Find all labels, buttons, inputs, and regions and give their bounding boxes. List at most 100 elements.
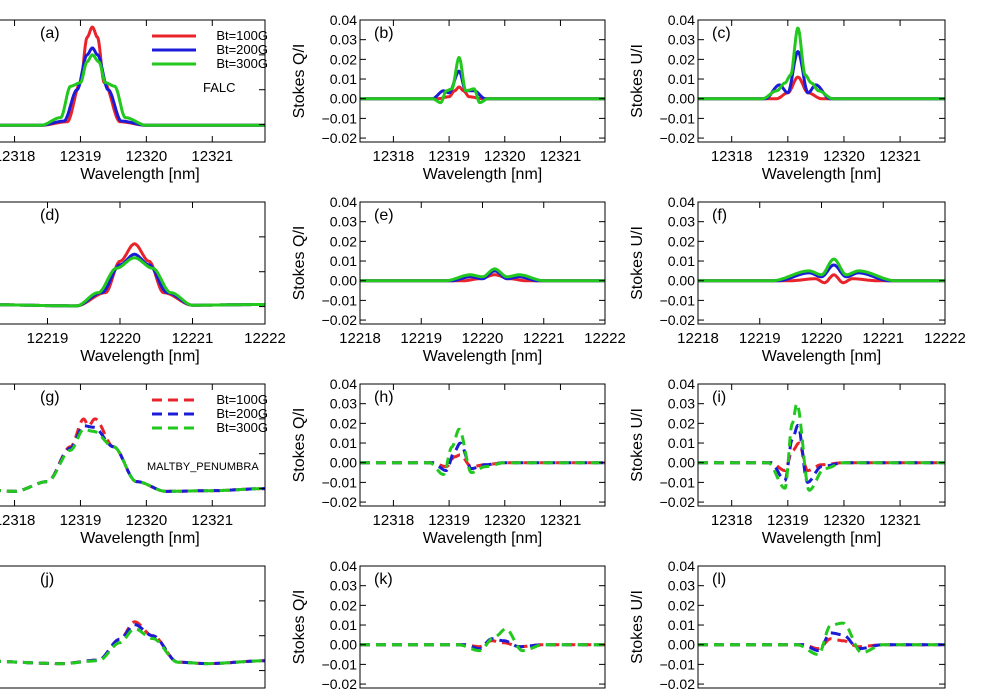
- panel-label: (i): [712, 389, 726, 406]
- x-tick-label: 12319: [767, 148, 809, 165]
- y-tick-label: 0.02: [330, 51, 357, 67]
- series-line-bt-300g: [360, 267, 605, 283]
- x-tick-label: 12221: [862, 330, 904, 347]
- panel-j: .00.05.10(j): [0, 565, 266, 689]
- panel-i: −0.02 −0.01 0.00 0.01 0.02 0.03 0.04 12318 12319…: [629, 376, 946, 547]
- panel-label: (a): [40, 25, 60, 42]
- y-tick-label: 0.03: [330, 578, 357, 594]
- x-tick-label: 12218: [339, 330, 381, 347]
- x-tick-label: 12219: [400, 330, 442, 347]
- series-line-bt-200g: [0, 623, 265, 666]
- x-tick-label: 12222: [584, 330, 626, 347]
- plot-frame: [359, 19, 606, 143]
- legend-label: Bt=200G: [216, 406, 268, 421]
- x-tick-label: 12320: [126, 148, 168, 165]
- y-tick-label: 0.00: [668, 637, 695, 653]
- y-tick-label: −0.02: [660, 676, 696, 691]
- plot-frame: [0, 383, 266, 507]
- panel-f: −0.02 −0.01 0.00 0.01 0.02 0.03 0.04 12218 12219…: [629, 194, 966, 365]
- legend-label: Bt=300G: [216, 420, 268, 435]
- y-tick-label: −0.01: [660, 656, 696, 672]
- x-axis-label: Wavelength [nm]: [423, 348, 542, 365]
- y-tick-label: 0.04: [668, 194, 695, 210]
- y-tick-label: 0.01: [668, 435, 695, 451]
- x-axis-label: Wavelength [nm]: [423, 530, 542, 547]
- panel-a: .00.05.1012318123191232012321(a)Waveleng…: [0, 19, 268, 183]
- y-tick-label: 0.03: [668, 32, 695, 48]
- plot-frame: [0, 565, 266, 689]
- x-tick-label: 12321: [879, 512, 921, 529]
- x-tick-label: 12318: [711, 148, 753, 165]
- x-tick-label: 12320: [823, 148, 865, 165]
- x-tick-label: 12320: [126, 512, 168, 529]
- x-tick-label: 12321: [879, 148, 921, 165]
- x-tick-label: 12321: [191, 148, 233, 165]
- y-tick-label: 0.00: [330, 637, 357, 653]
- y-tick-label: 0.04: [330, 376, 357, 392]
- x-tick-label: 12221: [523, 330, 565, 347]
- series-line-bt-100g: [0, 620, 265, 666]
- x-tick-label: 12321: [191, 512, 233, 529]
- y-tick-label: −0.02: [660, 130, 696, 146]
- x-tick-label: 12220: [801, 330, 843, 347]
- y-tick-label: 0.02: [330, 597, 357, 613]
- panel-h: −0.02 −0.01 0.00 0.01 0.02 0.03 0.04 12318 12319…: [291, 376, 606, 547]
- series-line-bt-300g: [698, 26, 945, 101]
- y-tick-label: 0.03: [668, 396, 695, 412]
- panels: .00.05.1012318123191232012321(a)Waveleng…: [0, 12, 966, 691]
- x-axis-label: Wavelength [nm]: [423, 166, 542, 183]
- x-axis-label: Wavelength [nm]: [80, 166, 199, 183]
- panel-label: (f): [712, 207, 727, 224]
- x-tick-label: 12219: [27, 330, 69, 347]
- y-tick-label: −0.01: [660, 474, 696, 490]
- y-tick-label: 0.04: [330, 558, 357, 574]
- x-tick-label: 12319: [60, 148, 102, 165]
- y-tick-label: −0.01: [322, 656, 358, 672]
- x-tick-label: 12318: [373, 148, 415, 165]
- plot-frame: [359, 383, 606, 507]
- panel-label: (l): [712, 571, 726, 588]
- y-tick-label: −0.01: [660, 110, 696, 126]
- legend-label: Bt=300G: [216, 56, 268, 71]
- y-tick-label: 0.02: [668, 415, 695, 431]
- panel-label: (d): [40, 207, 60, 224]
- y-axis-label: Stokes U/I: [629, 590, 646, 664]
- legend-label: Bt=200G: [216, 42, 268, 57]
- x-tick-label: 12218: [677, 330, 719, 347]
- x-tick-label: 12220: [462, 330, 504, 347]
- plot-frame: [697, 201, 946, 325]
- y-tick-label: 0.03: [330, 396, 357, 412]
- x-axis-label: Wavelength [nm]: [762, 530, 881, 547]
- y-tick-label: 0.02: [668, 233, 695, 249]
- plot-frame: [359, 565, 606, 689]
- x-tick-label: 12219: [739, 330, 781, 347]
- x-axis-label: Wavelength [nm]: [80, 348, 199, 365]
- panel-label: (g): [40, 389, 60, 406]
- series-line-bt-300g: [698, 621, 945, 656]
- panel-k: −0.02 −0.01 0.00 0.01 0.02 0.03 0.04 (k) Stokes …: [291, 558, 606, 691]
- panel-label: (e): [374, 207, 394, 224]
- y-tick-label: 0.04: [330, 12, 357, 28]
- y-tick-label: −0.01: [660, 292, 696, 308]
- y-tick-label: 0.01: [330, 253, 357, 269]
- y-axis-label: Stokes U/I: [629, 408, 646, 482]
- legend-label: Bt=100G: [216, 392, 268, 407]
- x-tick-label: 12319: [60, 512, 102, 529]
- y-tick-label: 0.00: [668, 455, 695, 471]
- x-axis-label: Wavelength [nm]: [762, 348, 881, 365]
- series-line-bt-300g: [698, 257, 945, 283]
- y-tick-label: −0.01: [322, 474, 358, 490]
- series-line-bt-300g: [360, 427, 605, 476]
- y-tick-label: −0.02: [660, 312, 696, 328]
- series-line-bt-300g: [360, 627, 605, 653]
- y-axis-label: Stokes Q/I: [291, 590, 308, 665]
- panel-label: (h): [374, 389, 394, 406]
- y-tick-label: 0.01: [668, 71, 695, 87]
- series-line-bt-300g: [0, 627, 265, 666]
- y-tick-label: 0.01: [330, 71, 357, 87]
- x-tick-label: 12318: [0, 148, 35, 165]
- y-tick-label: 0.04: [668, 376, 695, 392]
- y-tick-label: 0.02: [668, 51, 695, 67]
- series-line-bt-200g: [360, 69, 605, 101]
